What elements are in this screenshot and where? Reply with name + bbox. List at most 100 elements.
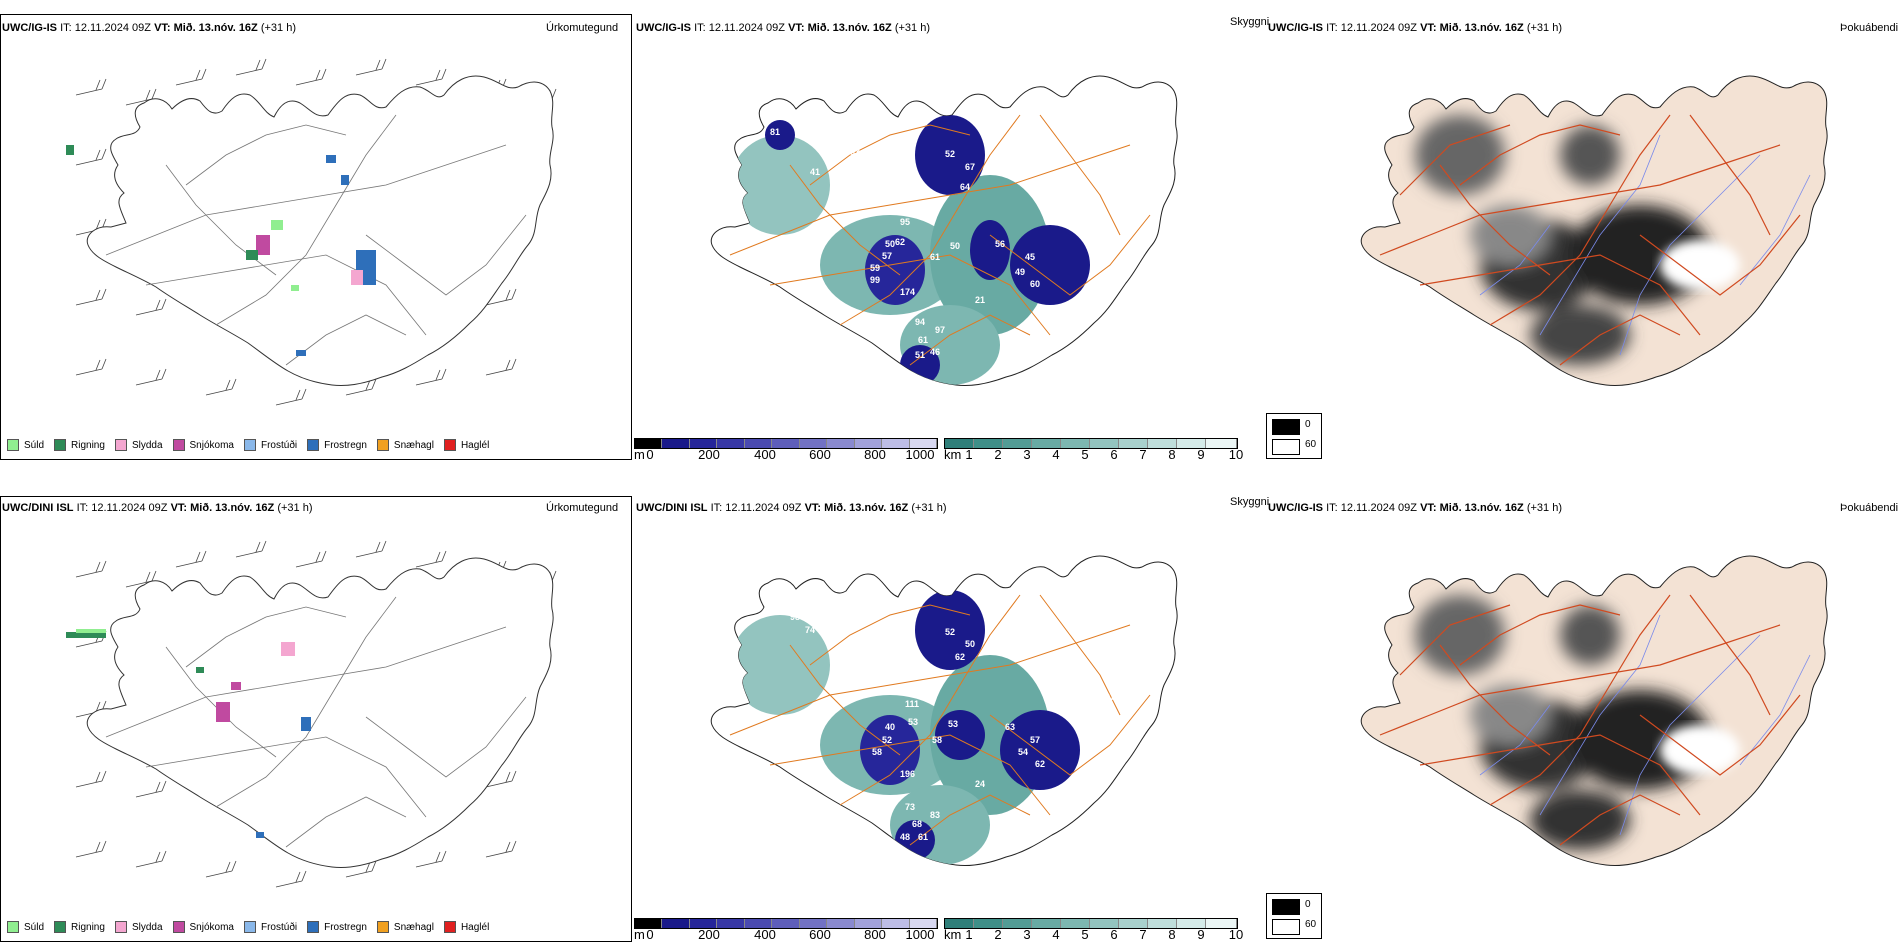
visibility-colorbar-row2	[944, 918, 1238, 929]
peak-label: 41	[810, 167, 820, 177]
visibility-unit: km	[944, 447, 962, 462]
peak-label: 62	[1035, 759, 1045, 769]
peak-label: 52	[882, 735, 892, 745]
peak-label: 62	[895, 237, 905, 247]
peak-label: 94	[915, 317, 925, 327]
legend-item: Snjókoma	[172, 439, 234, 451]
cbar-tick: 9	[1197, 927, 1205, 942]
cbar-tick: 8	[1168, 927, 1176, 942]
peak-label: 52	[945, 627, 955, 637]
cloud-base-colorbar-row2	[634, 918, 938, 929]
cbar-tick: 800	[864, 927, 886, 942]
panel-type-precip: Úrkomutegund	[546, 22, 619, 34]
peak-label: 56	[995, 239, 1005, 249]
panel-type-fog: Þokuábendi	[1840, 502, 1899, 514]
panel-header-row1-precip: UWC/IG-IS IT: 12.11.2024 09Z VT: Mið. 13…	[2, 22, 297, 34]
cloud-map-row1: 52 67 64 92 95 62 50 57 59 99 61 50 56 4…	[710, 75, 1178, 387]
peak-label: 62	[955, 652, 965, 662]
peak-label: 97	[1105, 692, 1115, 702]
panel-header-row1-fog: UWC/IG-IS IT: 12.11.2024 09Z VT: Mið. 13…	[1268, 22, 1563, 34]
legend-item: Snæhagl	[376, 439, 434, 451]
cbar-tick: 2	[994, 927, 1002, 942]
peak-label: 95	[900, 217, 910, 227]
cbar-tick: 9	[1197, 447, 1205, 462]
visibility-unit: km	[944, 927, 962, 942]
cbar-tick: 6	[1110, 927, 1118, 942]
peak-label: 61	[918, 335, 928, 345]
legend-item: Frostregn	[307, 439, 367, 451]
peak-label: 58	[932, 735, 942, 745]
cbar-tick: 400	[754, 927, 776, 942]
peak-label: 81	[770, 127, 780, 137]
peak-label: 24	[975, 779, 985, 789]
peak-label: 67	[965, 162, 975, 172]
legend-item: Frostregn	[307, 921, 367, 933]
legend-item: Haglél	[443, 439, 489, 451]
cbar-tick: 400	[754, 447, 776, 462]
peak-label: 33	[850, 147, 860, 157]
cbar-tick: 8	[1168, 447, 1176, 462]
fog-legend-row2: 0 60	[1266, 893, 1322, 939]
cbar-tick: 2	[994, 447, 1002, 462]
peak-label: 40	[885, 722, 895, 732]
precip-map	[66, 540, 557, 888]
panel-type-precip: Úrkomutegund	[546, 502, 619, 514]
legend-item: Súld	[7, 921, 44, 933]
peak-label: 64	[960, 182, 970, 192]
legend-item: Frostúði	[243, 439, 297, 451]
peak-label: 68	[912, 819, 922, 829]
peak-label: 59	[870, 263, 880, 273]
peak-label: 57	[1030, 735, 1040, 745]
cbar-tick: 200	[698, 927, 720, 942]
legend-item: Snjókoma	[172, 921, 234, 933]
peak-label: 63	[1005, 722, 1015, 732]
visibility-colorbar-row1	[944, 438, 1238, 449]
fog-map-row2	[1360, 555, 1828, 867]
legend-item: Slydda	[114, 921, 163, 933]
cbar-tick: 4	[1052, 447, 1060, 462]
peak-label: 58	[872, 747, 882, 757]
cbar-tick: 600	[809, 927, 831, 942]
peak-label: 57	[882, 251, 892, 261]
cbar-tick: 1000	[905, 447, 935, 462]
legend-item: Frostúði	[243, 921, 297, 933]
cloud-base-colorbar-row1	[634, 438, 938, 449]
cbar-tick: 6	[1110, 447, 1118, 462]
precip-legend: Súld Rigning Slydda Snjókoma Frostúði Fr…	[7, 921, 499, 933]
peak-label: 83	[930, 810, 940, 820]
peak-label: 21	[975, 295, 985, 305]
cbar-tick: 5	[1081, 447, 1089, 462]
peak-label: 50	[885, 239, 895, 249]
legend-item: Rigning	[54, 921, 105, 933]
cloud-base-unit: m	[634, 927, 645, 942]
peak-label: 53	[908, 717, 918, 727]
cbar-tick: 3	[1023, 927, 1031, 942]
fog-legend-row1: 0 60	[1266, 413, 1322, 459]
cbar-tick: 1	[965, 927, 973, 942]
panel-type-cloud: Skyggni	[1230, 496, 1270, 508]
legend-item: Slydda	[114, 439, 163, 451]
cbar-tick: 3	[1023, 447, 1031, 462]
precip-panel-row1: Súld Rigning Slydda Snjókoma Frostúði Fr…	[0, 14, 632, 460]
panel-header-row1-cloud: UWC/IG-IS IT: 12.11.2024 09Z VT: Mið. 13…	[636, 22, 931, 34]
peak-label: 50	[965, 639, 975, 649]
cbar-tick: 10	[1228, 447, 1244, 462]
peak-label: 174	[900, 287, 915, 297]
cbar-tick: 5	[1081, 927, 1089, 942]
cloud-base-unit: m	[634, 447, 645, 462]
peak-label: 45	[1025, 252, 1035, 262]
panel-header-row2-fog: UWC/IG-IS IT: 12.11.2024 09Z VT: Mið. 13…	[1268, 502, 1563, 514]
legend-item: Rigning	[54, 439, 105, 451]
panel-header-row2-cloud: UWC/DINI ISL IT: 12.11.2024 09Z VT: Mið.…	[636, 502, 947, 514]
cbar-tick: 7	[1139, 927, 1147, 942]
cbar-tick: 600	[809, 447, 831, 462]
fog-map-row1	[1360, 75, 1828, 387]
cbar-tick: 0	[646, 927, 654, 942]
peak-label: 111	[905, 699, 919, 709]
cbar-tick: 1000	[905, 927, 935, 942]
peak-label: 74	[805, 625, 815, 635]
peak-label: 99	[870, 275, 880, 285]
peak-label: 196	[900, 769, 915, 779]
panel-header-row2-precip: UWC/DINI ISL IT: 12.11.2024 09Z VT: Mið.…	[2, 502, 313, 514]
cbar-tick: 10	[1228, 927, 1244, 942]
